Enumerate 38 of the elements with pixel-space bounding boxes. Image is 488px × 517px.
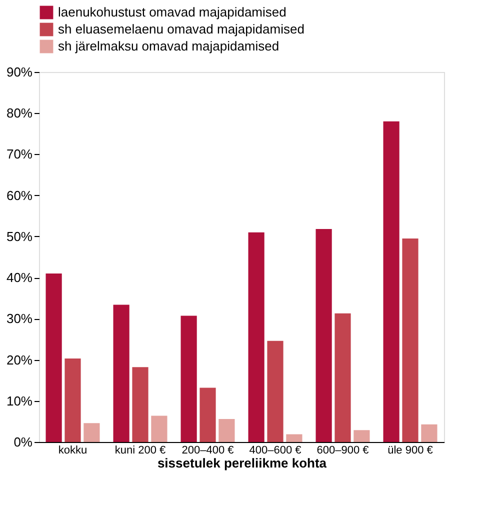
y-tick-label: 70% — [6, 146, 33, 162]
legend-label: sh eluasemelaenu omavad majapidamised — [58, 22, 304, 36]
bar — [180, 316, 197, 442]
bar — [267, 340, 284, 442]
bar — [46, 273, 62, 442]
y-tick-label: 90% — [6, 64, 33, 80]
x-tick-label: üle 900 € — [388, 444, 433, 456]
y-tick-label: 80% — [6, 106, 33, 121]
legend-label: sh järelmaksu omavad majapidamised — [58, 38, 280, 54]
bar — [383, 121, 400, 442]
y-tick-label: 30% — [6, 311, 33, 326]
y-tick-label: 50% — [6, 228, 33, 244]
bar — [421, 424, 438, 442]
legend-label: laenukohustust omavad majapidamised — [58, 4, 286, 20]
y-tick-label: 60% — [6, 188, 33, 203]
x-axis-title: sissetulek pereliikme kohta — [157, 456, 328, 470]
bar — [84, 423, 100, 442]
bar — [64, 358, 81, 442]
bar — [402, 238, 418, 442]
bar — [218, 418, 235, 442]
y-tick-label: 40% — [6, 270, 33, 286]
bar — [286, 434, 302, 442]
y-tick-label: 0% — [14, 434, 33, 450]
bar — [200, 388, 216, 442]
x-tick-label: 600–900 € — [316, 444, 369, 456]
x-tick-label: kokku — [58, 444, 88, 456]
bar — [334, 313, 351, 442]
bar — [248, 232, 264, 442]
y-tick-label: 10% — [6, 393, 33, 408]
bar — [113, 304, 130, 442]
bar — [354, 430, 370, 442]
x-tick-label: 400–600 € — [249, 444, 302, 456]
y-tick-label: 20% — [6, 352, 33, 368]
x-tick-label: 200–400 € — [182, 444, 234, 456]
bar — [132, 367, 148, 442]
bar — [316, 229, 332, 442]
x-tick-label: kuni 200 € — [114, 444, 166, 456]
bar — [151, 416, 168, 442]
